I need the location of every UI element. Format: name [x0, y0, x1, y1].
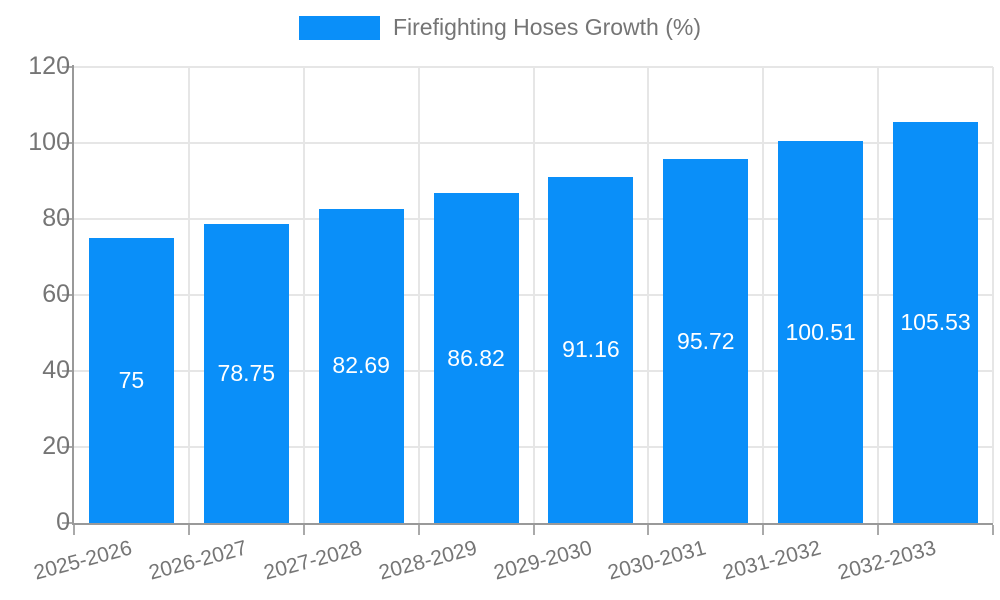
x-tick	[532, 525, 535, 535]
x-tick	[73, 525, 75, 535]
y-tick	[62, 218, 72, 220]
bar-2031-2032[interactable]: 100.51	[778, 141, 864, 523]
y-axis-line	[72, 65, 74, 525]
x-tick	[417, 525, 420, 535]
y-tick	[62, 66, 72, 68]
x-tick-label: 2029-2030	[490, 536, 594, 585]
v-gridline	[532, 67, 535, 523]
y-tick	[62, 294, 72, 296]
y-tick	[62, 522, 72, 524]
x-tick-label: 2032-2033	[835, 536, 939, 585]
bar-value-label: 100.51	[785, 318, 856, 345]
x-tick	[877, 525, 880, 535]
x-tick	[647, 525, 650, 535]
y-tick-label: 120	[28, 52, 70, 80]
bar-2027-2028[interactable]: 82.69	[318, 208, 404, 523]
y-tick-label: 100	[28, 128, 70, 156]
v-gridline	[417, 67, 420, 523]
v-gridline	[647, 67, 650, 523]
x-tick-label: 2030-2031	[605, 536, 709, 585]
v-gridline	[877, 67, 880, 523]
bar-2025-2026[interactable]: 75	[88, 238, 174, 523]
bar-value-label: 78.75	[217, 359, 276, 386]
y-tick-label: 60	[42, 280, 70, 308]
y-tick-label: 80	[42, 204, 70, 232]
x-tick	[762, 525, 765, 535]
x-tick	[187, 525, 190, 535]
bar-2028-2029[interactable]: 86.82	[433, 193, 519, 523]
bar-value-label: 105.53	[900, 309, 971, 335]
v-gridline	[762, 67, 765, 523]
x-axis-line	[72, 523, 993, 525]
legend-label: Firefighting Hoses Growth (%)	[392, 14, 702, 40]
v-gridline	[187, 67, 190, 523]
v-gridline	[992, 67, 994, 523]
y-tick-label: 40	[42, 356, 70, 384]
bar-2030-2031[interactable]: 95.72	[663, 159, 749, 523]
x-tick-label: 2027-2028	[261, 536, 365, 585]
legend: Firefighting Hoses Growth (%)	[0, 14, 1000, 41]
bar-value-label: 91.16	[562, 336, 620, 363]
y-tick-label: 0	[56, 508, 70, 536]
bar-value-label: 82.69	[332, 352, 390, 379]
plot-area: 75 78.75 82.69 86.82 91.16 95.72 100.51 105.53 …	[31, 65, 994, 585]
bar-2032-2033[interactable]: 105.53	[893, 122, 979, 523]
x-tick-label: 2028-2029	[376, 536, 480, 585]
bar-2026-2027[interactable]: 78.75	[203, 223, 289, 523]
bar-value-label: 75	[118, 367, 145, 393]
legend-swatch	[298, 15, 380, 40]
x-tick-label: 2031-2032	[720, 536, 824, 585]
x-tick-label: 2025-2026	[31, 536, 135, 585]
y-tick	[62, 142, 72, 144]
bar-value-label: 86.82	[447, 344, 505, 371]
v-gridline	[302, 67, 305, 523]
x-tick	[302, 525, 305, 535]
x-tick	[992, 525, 994, 535]
bar-2029-2030[interactable]: 91.16	[548, 176, 634, 523]
y-tick	[62, 446, 72, 448]
bar-value-label: 95.72	[677, 327, 735, 354]
x-tick-label: 2026-2027	[146, 536, 250, 585]
y-tick-label: 20	[42, 432, 70, 460]
y-tick	[62, 370, 72, 372]
legend-item[interactable]: Firefighting Hoses Growth (%)	[298, 14, 702, 41]
